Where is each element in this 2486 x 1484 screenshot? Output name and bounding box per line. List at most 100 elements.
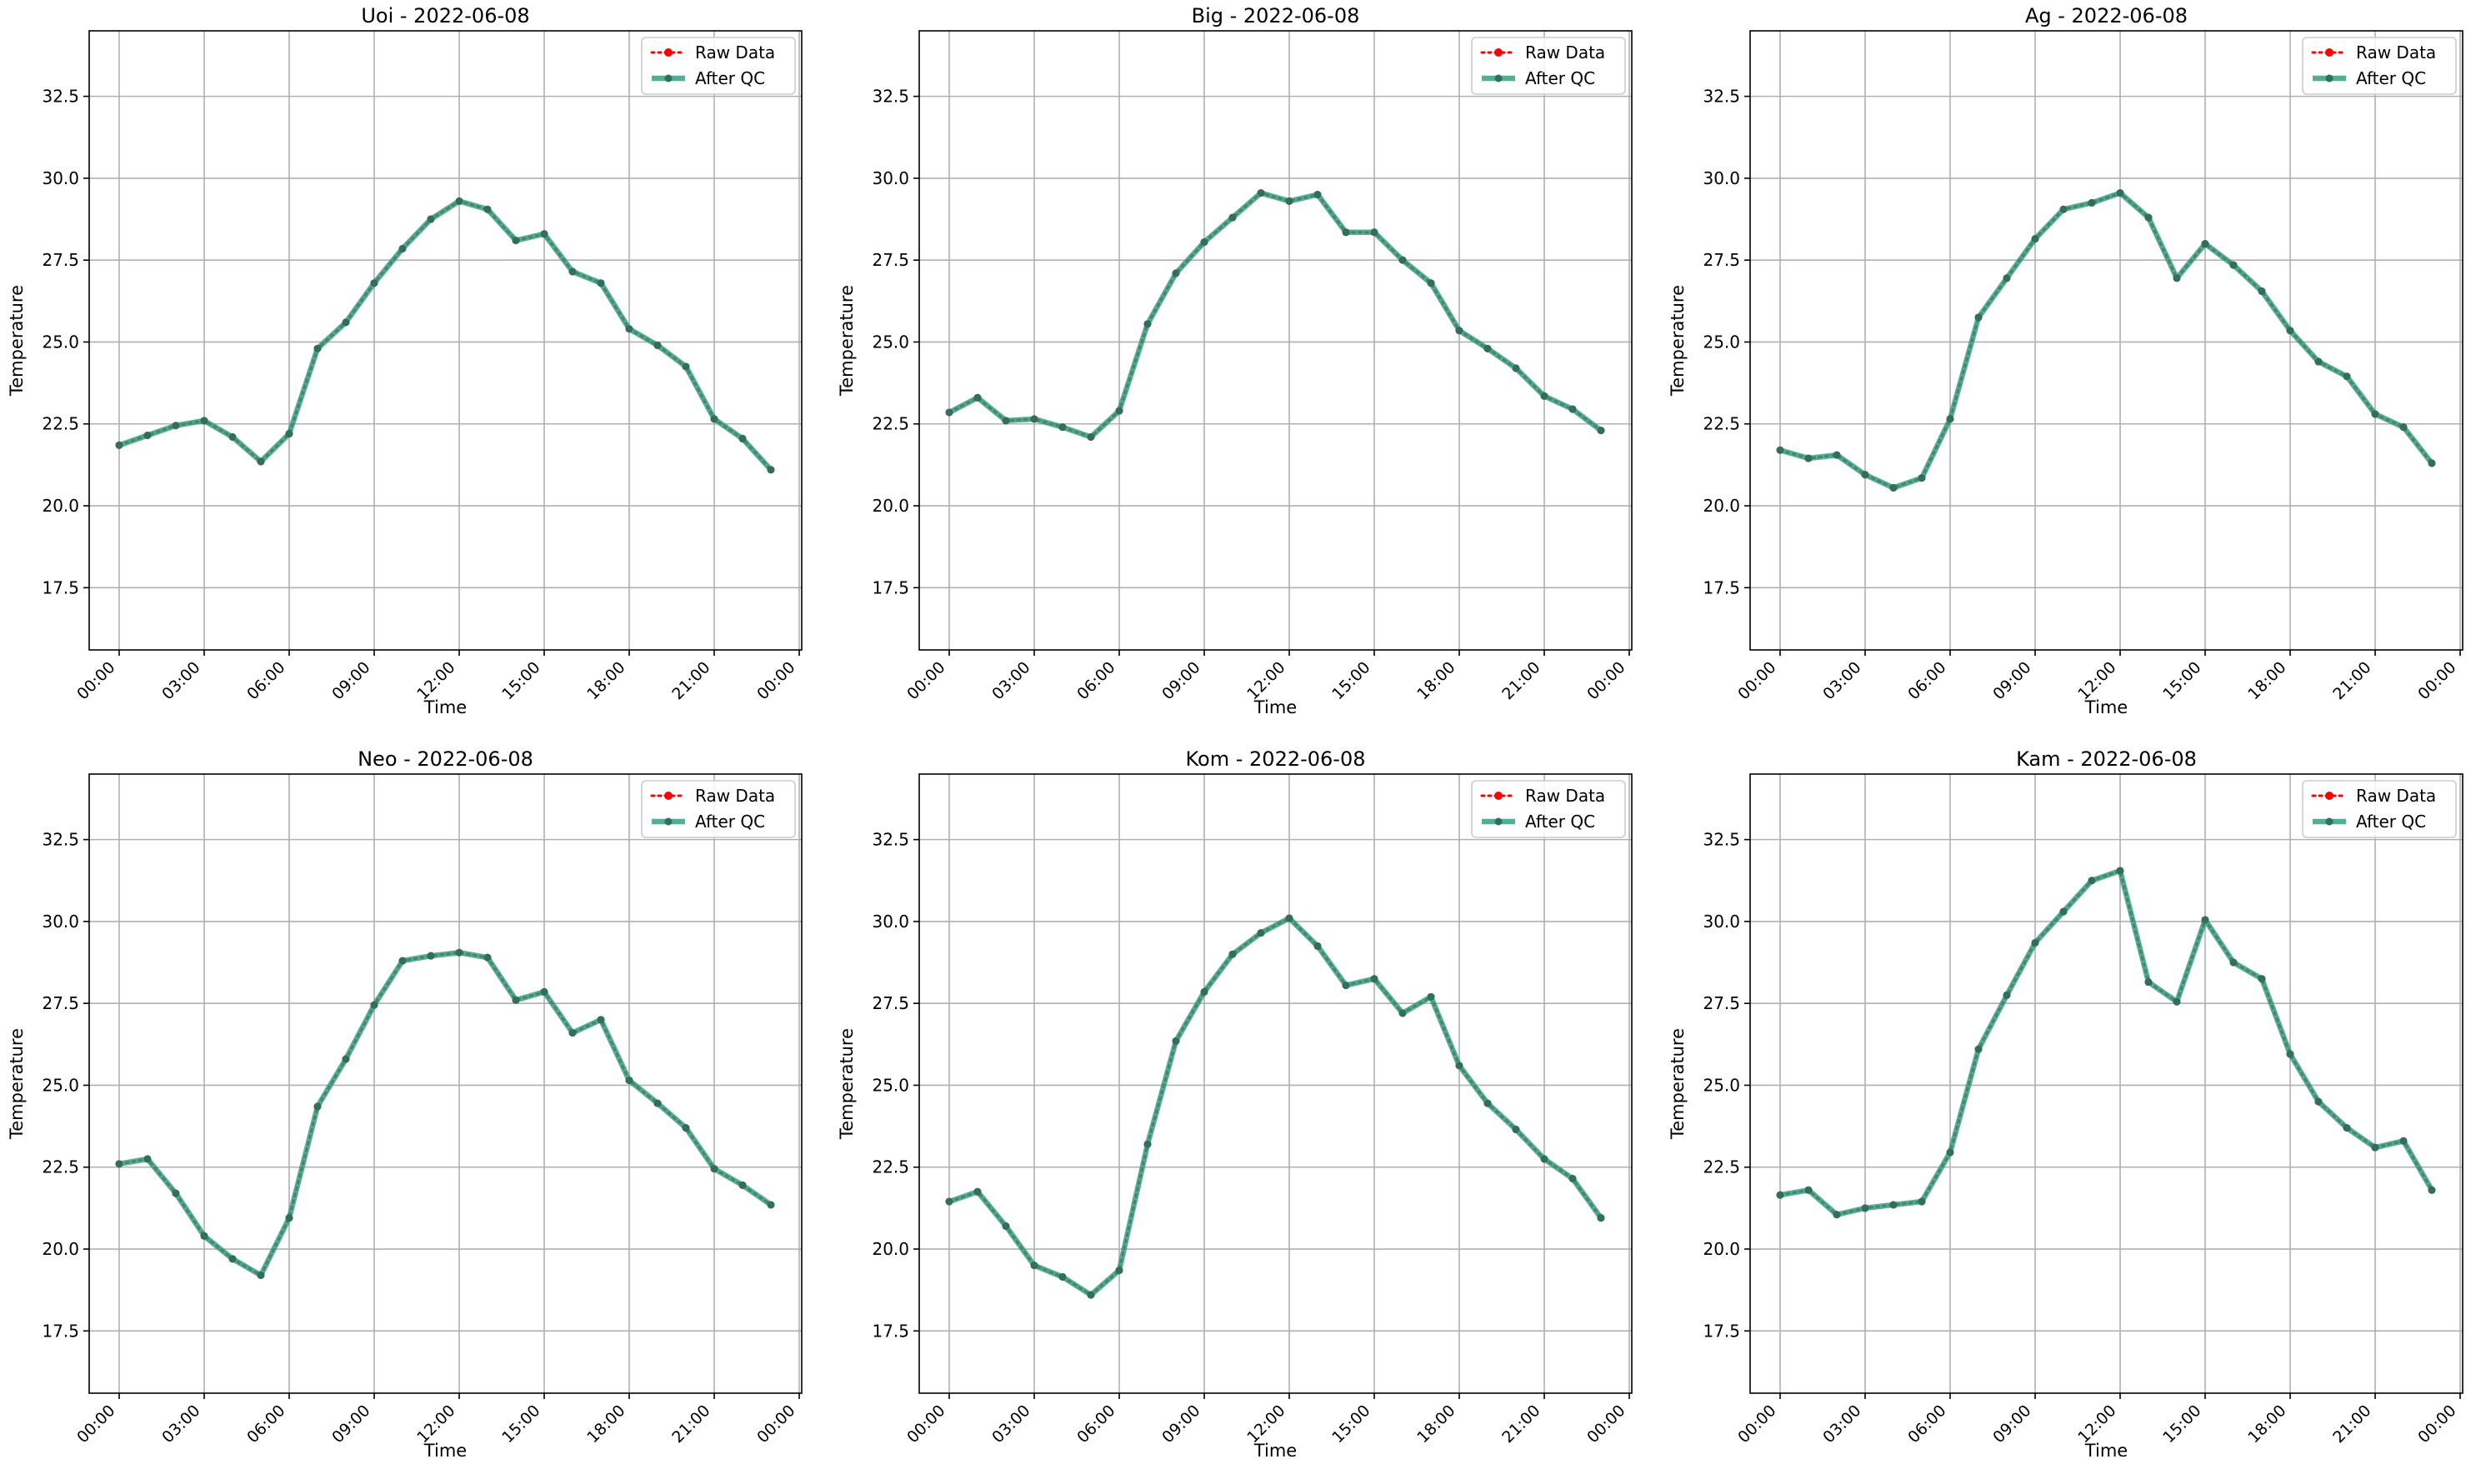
data-point-after-qc xyxy=(1172,1037,1180,1045)
y-tick-label: 20.0 xyxy=(872,1239,909,1259)
data-point-after-qc xyxy=(1889,1201,1898,1209)
data-point-after-qc xyxy=(2343,1124,2351,1132)
series-line-after-qc xyxy=(1779,190,2434,491)
data-point-after-qc xyxy=(738,1181,747,1189)
chart-title: Uoi - 2022-06-08 xyxy=(361,4,529,27)
data-point-after-qc xyxy=(945,1197,953,1206)
chart-title: Ag - 2022-06-08 xyxy=(2025,4,2188,27)
legend-label-raw-data: Raw Data xyxy=(695,42,775,62)
plot-area xyxy=(1750,774,2463,1393)
plot-area xyxy=(919,774,1632,1393)
x-tick-label: 00:00 xyxy=(903,658,948,703)
x-tick-label: 15:00 xyxy=(498,658,543,703)
x-tick-label: 21:00 xyxy=(1498,1402,1543,1447)
data-point-after-qc xyxy=(370,279,378,287)
x-tick-label: 03:00 xyxy=(158,1402,203,1447)
data-point-after-qc xyxy=(1228,950,1237,958)
x-tick-label: 00:00 xyxy=(2414,1402,2459,1447)
x-tick-label: 18:00 xyxy=(583,658,628,703)
data-point-after-qc xyxy=(2399,423,2408,432)
plot-frame xyxy=(918,773,1633,1394)
data-point-after-qc xyxy=(2031,938,2039,947)
x-axis-label: Time xyxy=(1253,697,1297,717)
data-point-after-qc xyxy=(427,952,435,960)
data-point-after-qc xyxy=(370,1001,378,1009)
x-tick-label: 15:00 xyxy=(1328,1402,1373,1447)
y-tick-label: 25.0 xyxy=(1703,332,1740,352)
y-tick-label: 22.5 xyxy=(42,414,79,434)
x-tick-label: 21:00 xyxy=(2329,1402,2374,1447)
y-tick-label: 25.0 xyxy=(872,1075,909,1095)
y-tick-label: 27.5 xyxy=(42,250,79,270)
x-tick-label: 15:00 xyxy=(1328,658,1373,703)
x-tick-label: 09:00 xyxy=(1989,1402,2034,1447)
y-axis-label: Temperature xyxy=(7,285,27,397)
data-point-after-qc xyxy=(2229,958,2238,967)
x-tick-label: 06:00 xyxy=(1073,658,1118,703)
data-point-after-qc xyxy=(2003,274,2011,282)
data-point-after-qc xyxy=(1455,1062,1463,1070)
y-tick-label: 20.0 xyxy=(1703,496,1740,516)
y-tick-label: 30.0 xyxy=(42,912,79,932)
y-tick-label: 25.0 xyxy=(42,332,79,352)
data-point-after-qc xyxy=(625,325,633,333)
x-tick-label: 15:00 xyxy=(2159,1402,2204,1447)
y-tick-label: 27.5 xyxy=(872,250,909,270)
data-point-after-qc xyxy=(512,237,520,245)
y-tick-label: 20.0 xyxy=(42,1239,79,1259)
data-point-after-qc xyxy=(1058,1272,1067,1281)
x-tick-label: 09:00 xyxy=(328,658,373,703)
data-point-after-qc xyxy=(2428,1186,2436,1194)
data-point-after-qc xyxy=(1087,432,1095,441)
data-point-after-qc xyxy=(2116,189,2124,197)
chart-title: Big - 2022-06-08 xyxy=(1192,4,1360,27)
plot-area xyxy=(1750,31,2463,650)
data-point-after-qc xyxy=(1946,1148,1954,1157)
x-axis-label: Time xyxy=(423,1441,467,1461)
data-point-after-qc xyxy=(1540,392,1548,400)
data-point-after-qc xyxy=(228,432,237,441)
data-point-after-qc xyxy=(1918,474,1926,482)
x-axis-label: Time xyxy=(2084,697,2128,717)
data-point-after-qc xyxy=(2258,287,2266,296)
x-tick-label: 00:00 xyxy=(73,1402,118,1447)
x-tick-label: 18:00 xyxy=(2244,1402,2289,1447)
data-point-after-qc xyxy=(1833,1211,1841,1219)
y-tick-label: 27.5 xyxy=(1703,993,1740,1013)
x-tick-label: 18:00 xyxy=(1413,1402,1458,1447)
x-tick-label: 06:00 xyxy=(1904,1402,1949,1447)
data-point-after-qc xyxy=(597,1016,605,1024)
x-tick-label: 15:00 xyxy=(2159,658,2204,703)
data-point-after-qc xyxy=(398,957,407,965)
y-tick-label: 32.5 xyxy=(42,87,79,107)
data-point-after-qc xyxy=(1776,1191,1784,1199)
data-point-after-qc xyxy=(1455,327,1463,335)
data-point-after-qc xyxy=(143,1155,152,1163)
data-point-after-qc xyxy=(653,1099,662,1107)
x-tick-label: 03:00 xyxy=(988,658,1033,703)
data-point-after-qc xyxy=(2144,213,2153,222)
y-axis-label: Temperature xyxy=(7,1028,27,1140)
data-point-after-qc xyxy=(2173,274,2181,282)
data-point-after-qc xyxy=(1974,313,1983,322)
data-point-after-qc xyxy=(342,1055,350,1063)
y-axis-label: Temperature xyxy=(837,285,857,397)
subplot-5: 00:00 03:00 06:00 09:00 12:00 15:00 18:00 21:00… xyxy=(837,747,1633,1461)
y-tick-label: 17.5 xyxy=(42,577,79,597)
data-point-after-qc xyxy=(313,1102,322,1111)
data-point-after-qc xyxy=(313,344,322,352)
data-point-after-qc xyxy=(1143,1140,1152,1148)
subplot-1: 00:00 03:00 06:00 09:00 12:00 15:00 18:00 21:00… xyxy=(7,4,803,717)
y-tick-label: 27.5 xyxy=(1703,250,1740,270)
y-tick-label: 17.5 xyxy=(1703,577,1740,597)
x-axis-label: Time xyxy=(423,697,467,717)
data-point-after-qc xyxy=(682,1124,690,1132)
y-axis-label: Temperature xyxy=(837,1028,857,1140)
data-point-after-qc xyxy=(568,1029,577,1037)
data-point-after-qc xyxy=(1002,417,1010,425)
legend-marker-after-qc xyxy=(1494,817,1503,826)
y-tick-label: 32.5 xyxy=(1703,87,1740,107)
legend-label-raw-data: Raw Data xyxy=(2356,42,2436,62)
y-tick-label: 17.5 xyxy=(42,1321,79,1341)
data-point-after-qc xyxy=(398,244,407,252)
